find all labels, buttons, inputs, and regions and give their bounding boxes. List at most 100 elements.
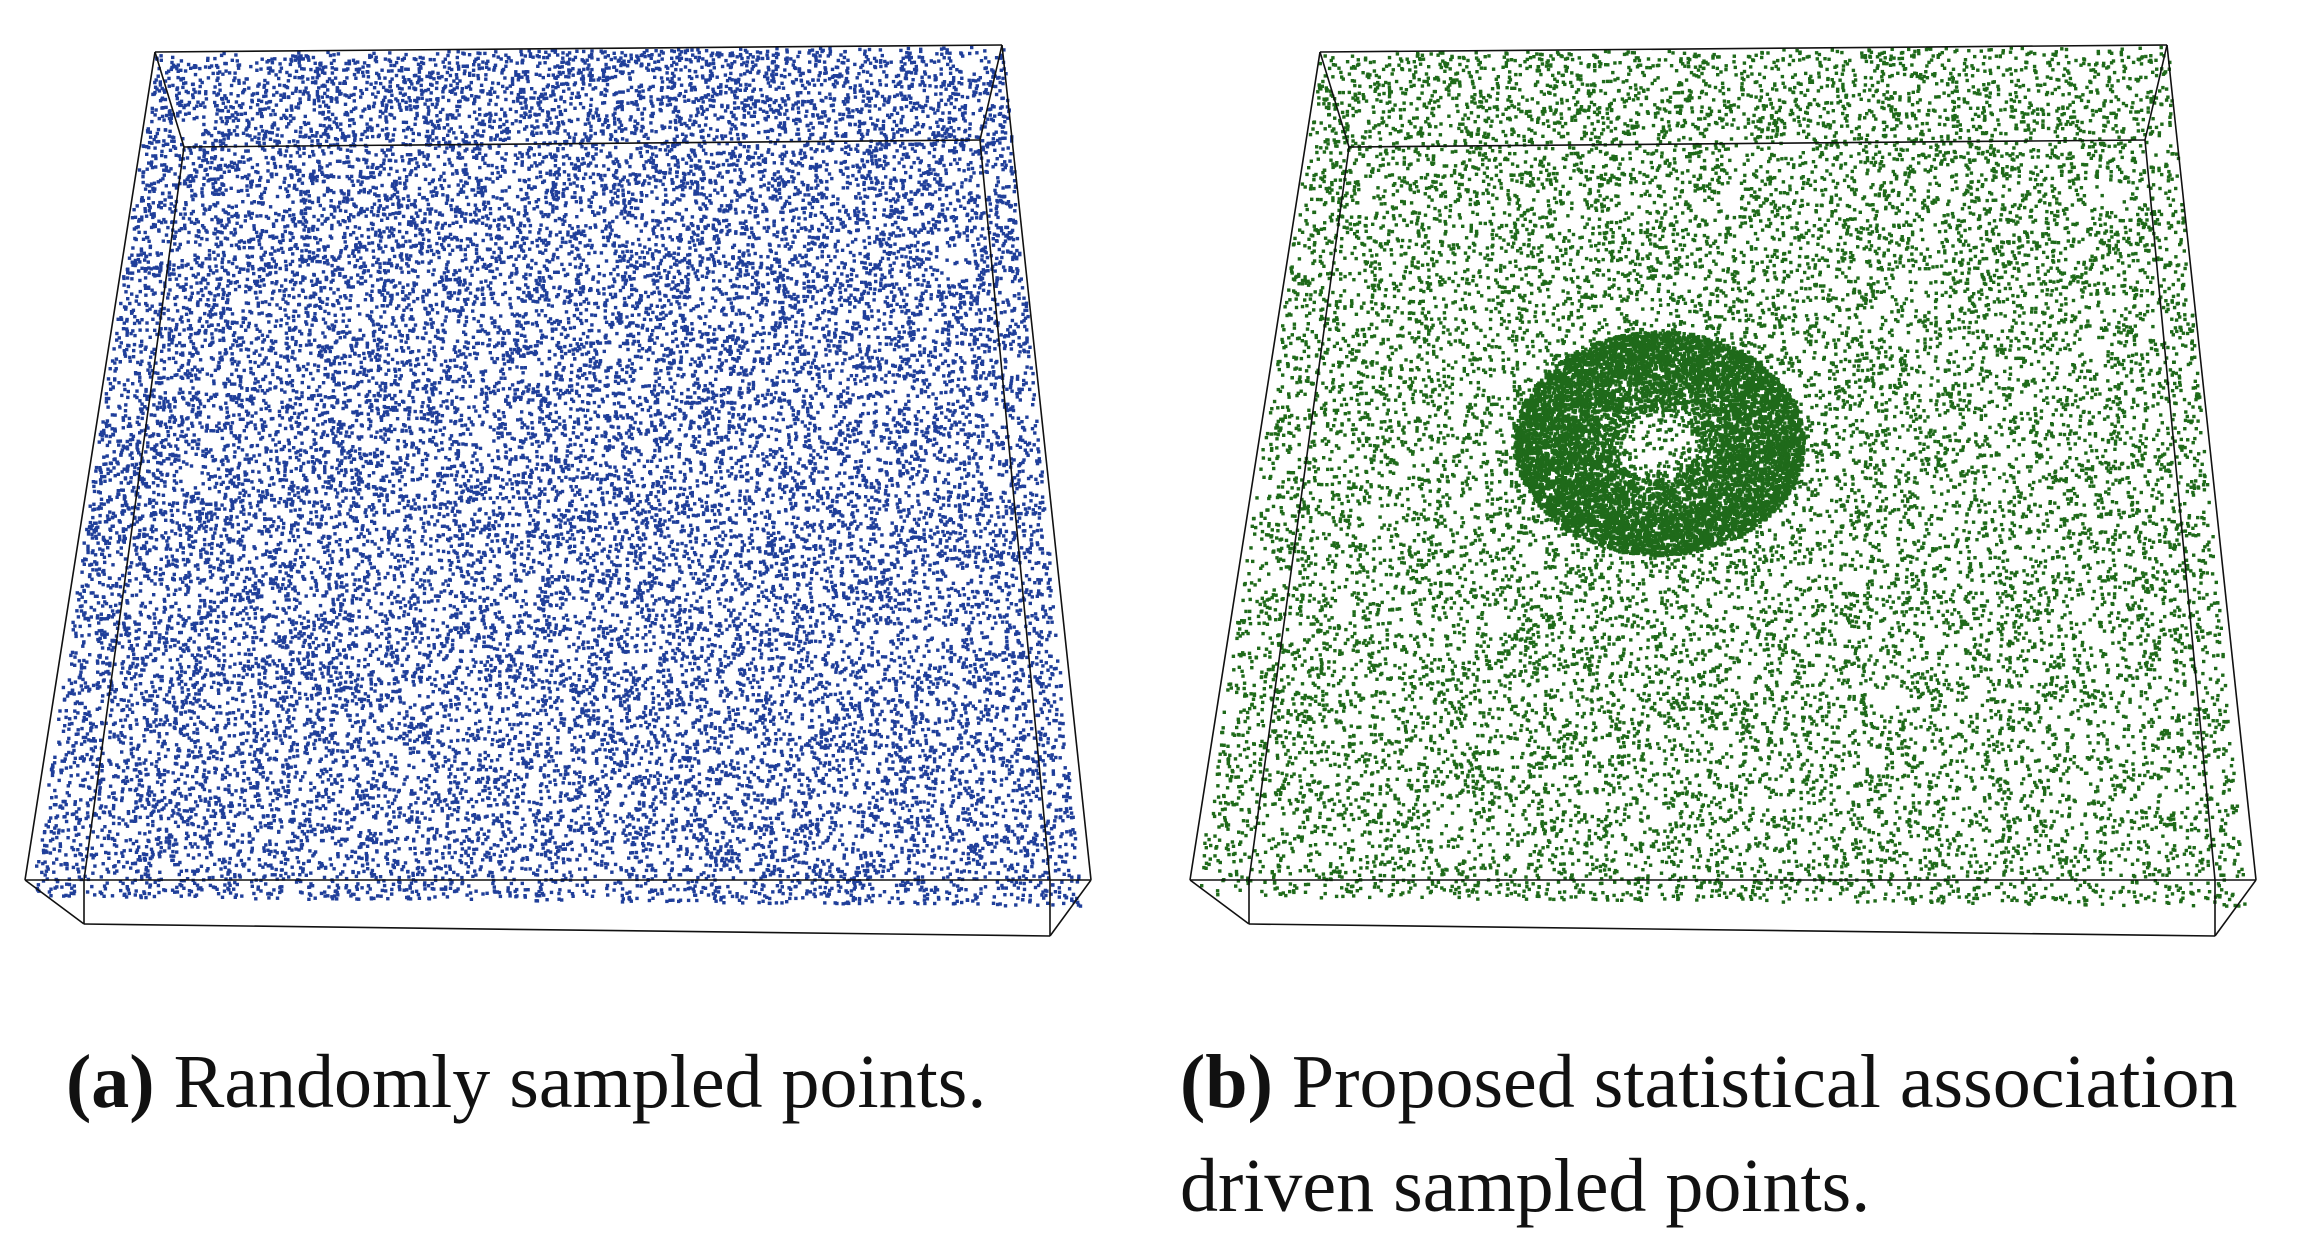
- point: [452, 222, 455, 225]
- point: [451, 172, 454, 175]
- point: [189, 677, 192, 680]
- point: [427, 741, 430, 744]
- point: [986, 598, 989, 601]
- point: [707, 784, 710, 787]
- point: [224, 348, 227, 351]
- point: [252, 700, 255, 703]
- point: [453, 760, 456, 763]
- point: [403, 519, 406, 522]
- point: [439, 420, 442, 423]
- point: [966, 582, 969, 585]
- point: [1067, 786, 1070, 789]
- point: [230, 654, 233, 657]
- point: [257, 137, 260, 140]
- point: [147, 789, 150, 792]
- point: [241, 200, 244, 203]
- point: [783, 145, 786, 148]
- point: [660, 476, 663, 479]
- point: [713, 400, 716, 403]
- point: [250, 480, 253, 483]
- point: [733, 101, 736, 104]
- point: [657, 716, 660, 719]
- point: [902, 508, 905, 511]
- point: [646, 251, 649, 254]
- point: [846, 274, 849, 277]
- point: [882, 436, 885, 439]
- point: [724, 265, 727, 268]
- point: [866, 375, 869, 378]
- point: [792, 380, 795, 383]
- point: [1053, 819, 1056, 822]
- point: [392, 788, 395, 791]
- point: [933, 498, 936, 501]
- point: [239, 267, 242, 270]
- point: [441, 488, 444, 491]
- point: [884, 374, 887, 377]
- point: [308, 250, 311, 253]
- point: [487, 829, 490, 832]
- point: [525, 765, 528, 768]
- point: [760, 888, 763, 891]
- point: [985, 605, 988, 608]
- point: [780, 496, 783, 499]
- point: [142, 734, 145, 737]
- point: [947, 482, 950, 485]
- point: [1022, 728, 1025, 731]
- point: [240, 399, 243, 402]
- point: [257, 529, 260, 532]
- point: [739, 561, 742, 564]
- point: [669, 168, 672, 171]
- point: [119, 889, 122, 892]
- point: [506, 395, 509, 398]
- point: [356, 713, 359, 716]
- point: [699, 596, 702, 599]
- point: [384, 628, 387, 631]
- point: [433, 780, 436, 783]
- point: [390, 226, 393, 229]
- point: [330, 151, 333, 154]
- point: [271, 781, 274, 784]
- point: [196, 568, 199, 571]
- point: [748, 668, 751, 671]
- point: [775, 466, 778, 469]
- point: [483, 737, 486, 740]
- point: [445, 78, 448, 81]
- point: [745, 602, 748, 605]
- point: [315, 637, 318, 640]
- point: [316, 423, 319, 426]
- point: [507, 827, 510, 830]
- point: [539, 479, 542, 482]
- point: [724, 91, 727, 94]
- point: [678, 428, 681, 431]
- point: [573, 672, 576, 675]
- point: [936, 295, 939, 298]
- point: [639, 403, 642, 406]
- point: [291, 481, 294, 484]
- point: [347, 190, 350, 193]
- point: [535, 73, 538, 76]
- point: [617, 401, 620, 404]
- point: [924, 390, 927, 393]
- point: [1058, 734, 1061, 737]
- point: [475, 248, 478, 251]
- point: [524, 205, 527, 208]
- point: [115, 357, 118, 360]
- point: [205, 257, 208, 260]
- point: [520, 164, 523, 167]
- point: [755, 720, 758, 723]
- point: [570, 162, 573, 165]
- point: [999, 260, 1002, 263]
- point: [153, 895, 156, 898]
- point: [305, 594, 308, 597]
- point: [770, 649, 773, 652]
- point: [962, 423, 965, 426]
- point: [676, 374, 679, 377]
- point: [555, 248, 558, 251]
- point: [456, 298, 459, 301]
- point: [273, 685, 276, 688]
- point: [539, 742, 542, 745]
- point: [754, 891, 757, 894]
- point: [717, 436, 720, 439]
- point: [791, 229, 794, 232]
- point: [927, 395, 930, 398]
